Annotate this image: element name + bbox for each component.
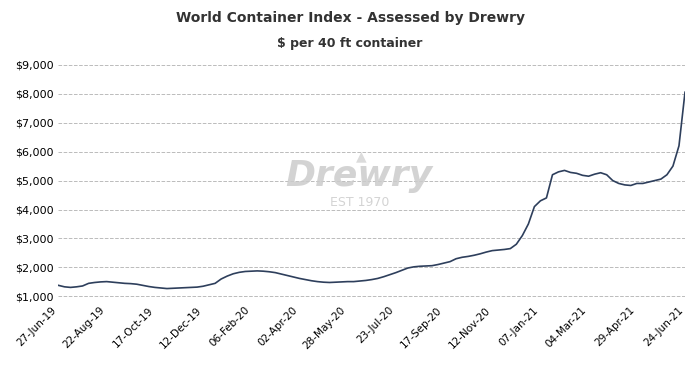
Text: EST 1970: EST 1970 <box>330 196 389 209</box>
Text: $ per 40 ft container: $ per 40 ft container <box>277 37 423 50</box>
Text: World Container Index - Assessed by Drewry: World Container Index - Assessed by Drew… <box>176 11 524 25</box>
Text: ▲: ▲ <box>356 149 366 163</box>
Text: Drewry: Drewry <box>286 159 433 193</box>
